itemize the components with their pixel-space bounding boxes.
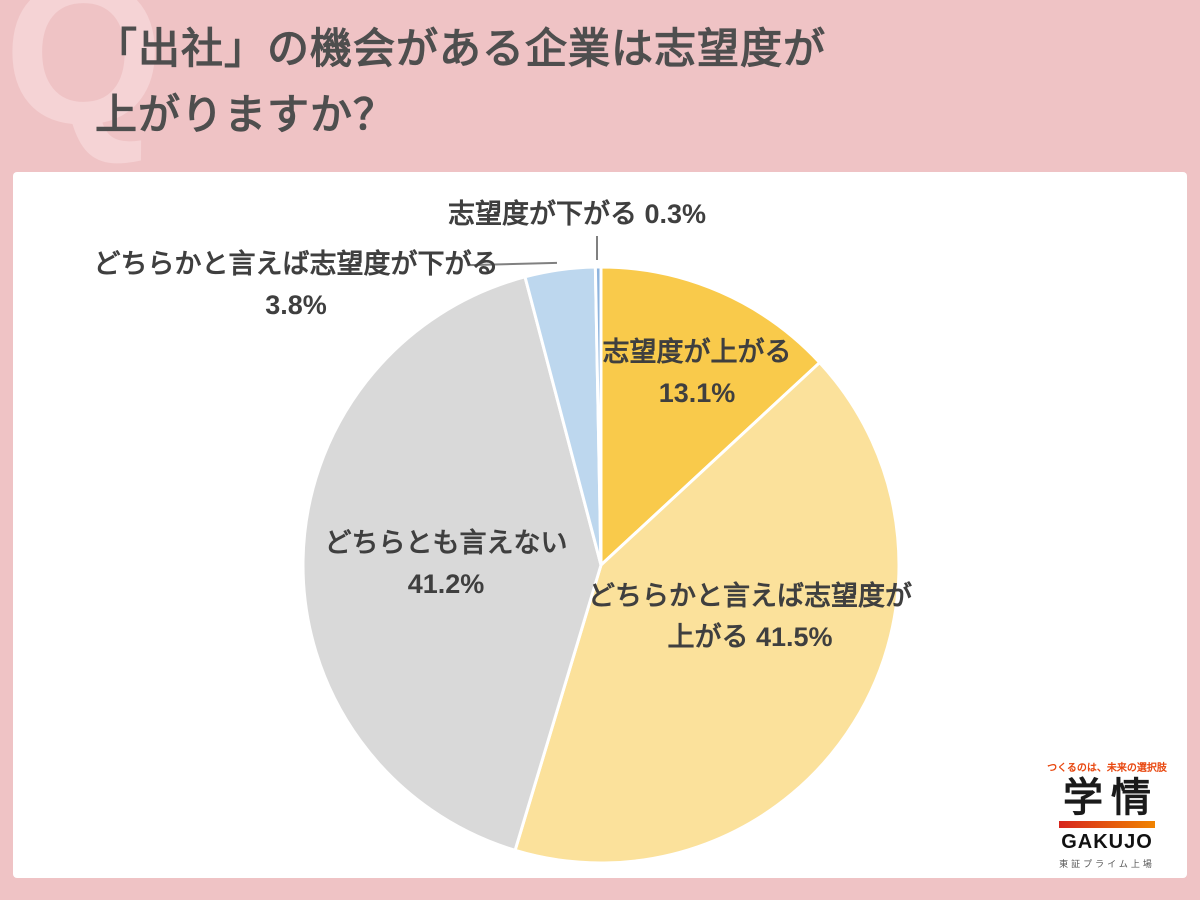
- label-up: 志望度が上がる 13.1%: [603, 332, 792, 414]
- pie-slice-4: [593, 265, 603, 567]
- logo-gradient-bar: [1059, 821, 1155, 828]
- logo-listing: 東証プライム上場: [1059, 859, 1155, 869]
- label-neutral-value: 41.2%: [407, 569, 485, 599]
- label-somewhat-down: どちらかと言えば志望度が下がる 3.8%: [94, 244, 499, 326]
- gakujo-logo: つくるのは、未来の選択肢 学情 GAKUJO 東証プライム上場: [1037, 759, 1177, 870]
- q-watermark: Q: [4, 0, 164, 167]
- pie-slice-0: [599, 265, 822, 567]
- label-somewhat-up-value: 上がる 41.5%: [667, 622, 833, 652]
- pie-chart: [301, 265, 901, 865]
- label-up-value: 13.1%: [658, 378, 736, 408]
- logo-tagline: つくるのは、未来の選択肢: [1047, 763, 1167, 774]
- label-somewhat-up: どちらかと言えば志望度が 上がる 41.5%: [588, 576, 912, 658]
- page-title-line1: 「出社」の機会がある企業は志望度が: [95, 25, 827, 72]
- leader-line-down: [596, 236, 598, 260]
- logo-roman: GAKUJO: [1061, 831, 1153, 853]
- page-title-line2: 上がりますか？: [95, 91, 397, 138]
- logo-kanji: 学情: [1063, 776, 1159, 820]
- label-somewhat-down-value: 3.8%: [265, 290, 327, 320]
- label-neutral: どちらとも言えない 41.2%: [325, 523, 568, 605]
- chart-panel: 志望度が上がる 13.1% どちらかと言えば志望度が 上がる 41.5% どちら…: [13, 172, 1187, 878]
- page-title: 「出社」の機会がある企業は志望度が 上がりますか？: [95, 16, 826, 148]
- label-up-text: 志望度が上がる: [602, 337, 792, 367]
- label-down: 志望度が下がる 0.3%: [448, 194, 706, 235]
- label-somewhat-up-text: どちらかと言えば志望度が: [588, 581, 912, 611]
- label-down-text: 志望度が下がる 0.3%: [447, 199, 707, 229]
- label-somewhat-down-text: どちらかと言えば志望度が下がる: [93, 249, 499, 279]
- label-neutral-text: どちらとも言えない: [324, 528, 568, 558]
- pie-slice-2: [301, 275, 603, 852]
- pie-slice-1: [513, 361, 901, 865]
